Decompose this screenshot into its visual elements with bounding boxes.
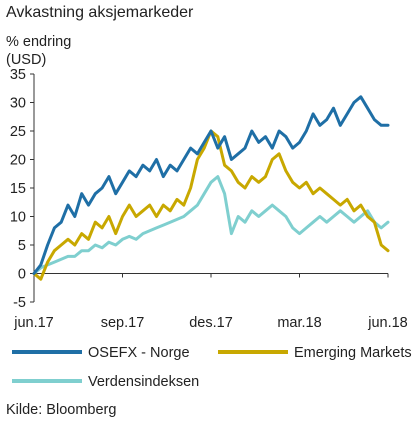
y-tick-label: 25 [10, 124, 26, 140]
legend-label-osefx-norge: OSEFX - Norge [88, 345, 190, 361]
legend-label-emerging-markets: Emerging Markets [294, 345, 412, 361]
x-tick-label: jun.17 [13, 315, 54, 331]
y-tick-label: -5 [13, 295, 26, 311]
y-tick-label: 20 [10, 153, 26, 169]
y-axis-currency-label: (USD) [6, 52, 47, 68]
y-tick-label: 0 [18, 267, 26, 283]
chart-title: Avkastning aksjemarkeder [6, 4, 194, 21]
y-tick-label: 15 [10, 181, 26, 197]
y-axis-unit-label: % endring [6, 34, 72, 50]
x-tick-label: des.17 [189, 315, 233, 331]
source-note: Kilde: Bloomberg [6, 402, 117, 418]
series-line-osefx-norge [32, 95, 390, 275]
series-line-verdensindeksen [32, 175, 390, 275]
legend-label-verdensindeksen: Verdensindeksen [88, 374, 199, 390]
x-tick-label: jun.18 [367, 315, 408, 331]
x-tick-label: mar.18 [277, 315, 321, 331]
x-tick-label: sep.17 [101, 315, 145, 331]
y-tick-label: 30 [10, 96, 26, 112]
y-tick-label: 5 [18, 238, 26, 254]
y-tick-label: 10 [10, 210, 26, 226]
y-tick-label: 35 [10, 67, 26, 83]
